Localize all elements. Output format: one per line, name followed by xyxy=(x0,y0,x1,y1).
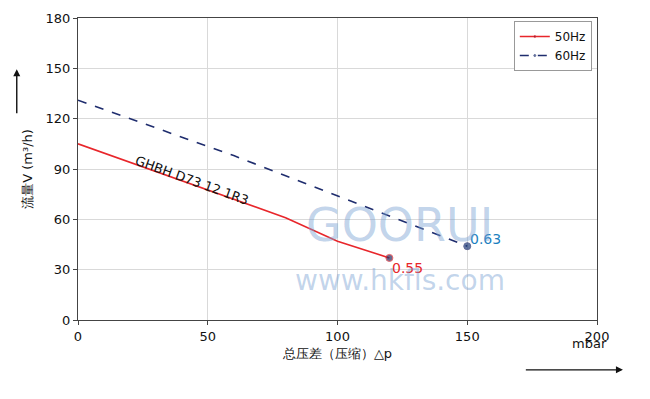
svg-text:0.55: 0.55 xyxy=(392,260,423,276)
svg-text:50: 50 xyxy=(199,329,216,344)
svg-text:120: 120 xyxy=(46,111,71,126)
svg-text:GOORUI: GOORUI xyxy=(306,198,493,252)
svg-text:0: 0 xyxy=(74,329,82,344)
svg-text:总压差（压缩）△p: 总压差（压缩）△p xyxy=(282,346,392,361)
svg-text:流量V (m³/h): 流量V (m³/h) xyxy=(20,129,35,209)
svg-text:GHBH D73 12 1R3: GHBH D73 12 1R3 xyxy=(133,153,251,208)
svg-text:150: 150 xyxy=(455,329,480,344)
svg-text:150: 150 xyxy=(46,61,71,76)
svg-text:0: 0 xyxy=(62,313,70,328)
svg-text:30: 30 xyxy=(54,262,71,277)
svg-text:60Hz: 60Hz xyxy=(555,49,586,63)
svg-text:60: 60 xyxy=(54,212,71,227)
svg-text:www.hkfls.com: www.hkfls.com xyxy=(295,264,505,297)
svg-text:180: 180 xyxy=(46,11,71,26)
svg-text:50Hz: 50Hz xyxy=(555,30,586,44)
svg-text:0.63: 0.63 xyxy=(470,231,501,247)
svg-text:200: 200 xyxy=(585,329,610,344)
svg-text:mbar: mbar xyxy=(572,336,607,351)
svg-text:90: 90 xyxy=(54,162,71,177)
svg-text:100: 100 xyxy=(325,329,350,344)
